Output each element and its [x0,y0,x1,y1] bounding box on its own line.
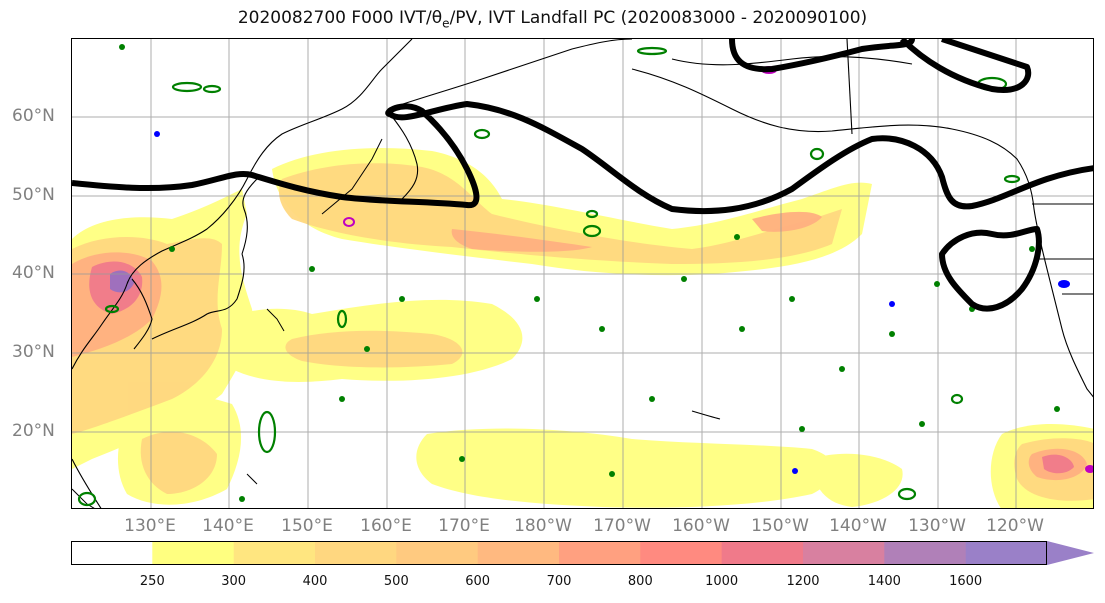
lon-label-120w: 120°W [986,516,1044,536]
lat-label-40: 40°N [12,263,55,283]
title-theta: θ [431,8,443,28]
map-canvas [72,39,1093,508]
lat-label-50: 50°N [12,185,55,205]
coastlines [72,39,1093,508]
colorbar-cell [803,541,885,565]
colorbar-cell [152,541,235,565]
colorbar-cell [721,541,804,565]
lon-label-150e: 150°E [281,516,333,536]
colorbar-tick-label: 1400 [867,574,901,589]
ivt-band-250 [72,148,1093,508]
lat-label-60: 60°N [12,106,55,126]
theta-e-dots [119,44,1060,502]
colorbar-cell [559,541,641,565]
lon-label-170e: 170°E [438,516,490,536]
colorbar [71,541,1094,565]
colorbar-svg [71,541,1094,565]
lon-label-150w: 150°W [751,516,809,536]
map-panel[interactable] [71,38,1094,509]
pv-contour [72,39,1093,312]
colorbar-cell [965,541,1048,565]
map-title: 2020082700 F000 IVT/θe/PV, IVT Landfall … [0,8,1105,30]
lon-label-160w: 160°W [672,516,730,536]
colorbar-cells [71,541,1048,565]
map-gridlines [72,39,1093,508]
colorbar-tick-label: 1200 [786,574,820,589]
lon-label-160e: 160°E [360,516,412,536]
title-suffix: /PV, IVT Landfall PC (2020083000 - 20200… [449,8,868,28]
colorbar-tick-label: 1000 [705,574,739,589]
ivt-shading [72,148,1093,508]
colorbar-tick-label: 300 [221,574,247,589]
colorbar-cell [640,541,723,565]
colorbar-cell [884,541,967,565]
colorbar-cell [233,541,316,565]
lon-label-130e: 130°E [124,516,176,536]
colorbar-cell [315,541,397,565]
lat-label-30: 30°N [12,342,55,362]
lon-label-170w: 170°W [593,516,651,536]
colorbar-cell [477,541,560,565]
lon-label-140e: 140°E [202,516,254,536]
colorbar-extend-arrow [1047,541,1094,565]
ivt-band-1400 [110,270,134,293]
lat-label-20: 20°N [12,421,55,441]
colorbar-cell [71,541,153,565]
lon-label-130w: 130°W [908,516,966,536]
lon-label-140w: 140°W [829,516,887,536]
colorbar-tick-label: 500 [383,574,409,589]
lon-label-180w: 180°W [514,516,572,536]
colorbar-tick-label: 1600 [949,574,983,589]
colorbar-tick-label: 250 [139,574,165,589]
colorbar-tick-label: 400 [302,574,328,589]
title-prefix: 2020082700 F000 IVT/ [237,8,432,28]
colorbar-tick-label: 800 [627,574,653,589]
colorbar-tick-label: 700 [546,574,572,589]
colorbar-cell [396,541,479,565]
colorbar-tick-label: 600 [465,574,491,589]
title-theta-sub: e [442,16,450,31]
